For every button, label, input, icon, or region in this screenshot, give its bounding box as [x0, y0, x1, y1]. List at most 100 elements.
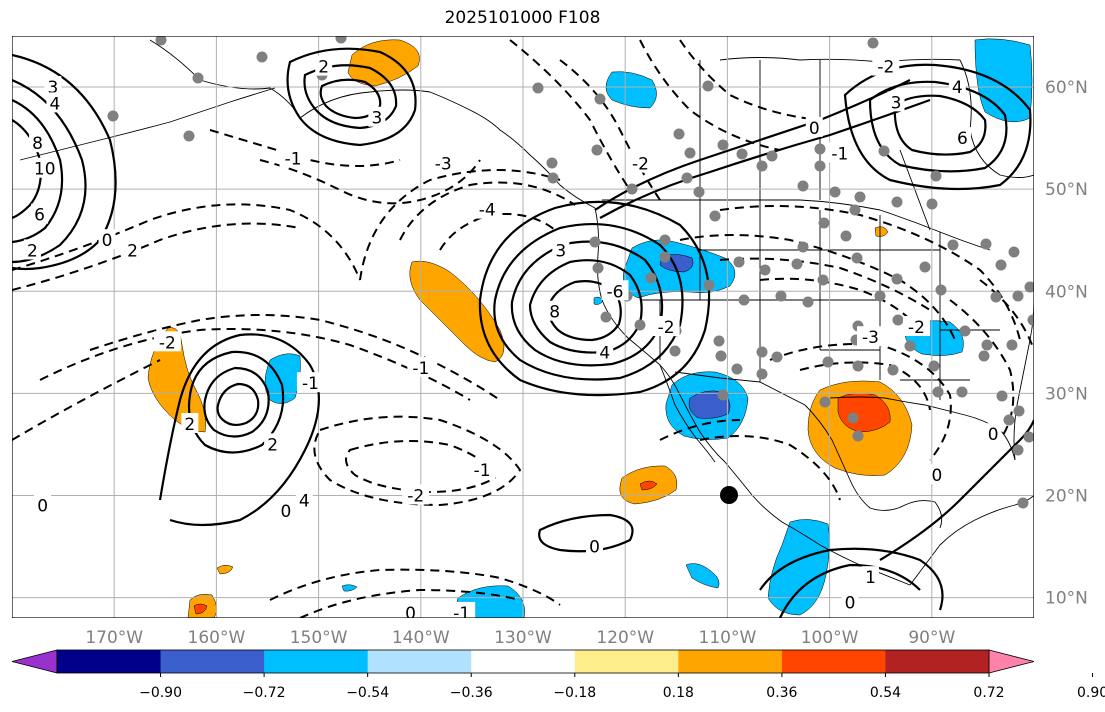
contour-label-bg: [279, 147, 307, 168]
contour-label-bg: [264, 433, 282, 454]
latitude-labels: 10°N 20°N 30°N 40°N 50°N 60°N: [1045, 78, 1088, 609]
contour-label: -1: [453, 604, 470, 624]
contour-label: -2: [159, 333, 176, 353]
contour-label-bg: [315, 55, 333, 76]
contour-label-bg: [46, 92, 64, 113]
contour-label-bg: [402, 601, 420, 618]
contour-label: 4: [599, 344, 610, 364]
station-dot: [532, 82, 544, 94]
fill-orange-small-hawaii: [216, 565, 234, 575]
lat-tick-label: 10°N: [1045, 589, 1088, 609]
contour-solid-east-canada-2: [868, 80, 1008, 173]
contour-label-bg: [29, 132, 47, 153]
contour-label: 4: [299, 492, 310, 512]
contour-dashed-subtropic-2: [345, 440, 497, 494]
lon-tick-label: 120°W: [596, 628, 654, 648]
station-dot: [990, 291, 1002, 303]
colorbar-segment: [264, 650, 369, 673]
contour-dashed-southern-plains-1: [769, 343, 952, 461]
contour-dashed-pacific-mid-3: [12, 359, 161, 441]
lat-tick-label: 50°N: [1045, 180, 1088, 200]
contour-label-bg: [34, 494, 52, 515]
contour-label: 10: [34, 160, 56, 180]
contour-label-bg: [902, 316, 930, 336]
contour-label-bg: [296, 372, 324, 393]
contour-label-bg: [295, 489, 313, 510]
shaded-fill-areas: [147, 38, 1033, 618]
station-dot: [1006, 339, 1018, 351]
contour-label-bg: [928, 464, 946, 485]
contour-label-bg: [887, 91, 905, 112]
contour-label-bg: [841, 591, 859, 612]
station-dot: [594, 93, 606, 105]
contour-label: 6: [957, 129, 968, 149]
contour-label-bg: [153, 331, 181, 352]
station-dot: [335, 36, 347, 44]
station-dot: [738, 294, 750, 306]
lon-tick-label: 140°W: [392, 628, 450, 648]
contour-label-bg: [124, 239, 142, 260]
gridlines: [12, 36, 1034, 618]
colorbar-tick-label: 0.18: [663, 685, 694, 701]
contour-label-bg: [861, 566, 879, 587]
station-dot: [814, 160, 826, 172]
contour-label: 0: [37, 497, 48, 517]
coastlines-and-borders: [19, 39, 1034, 586]
contour-label: 2: [267, 435, 278, 455]
contour-label: -3: [435, 155, 452, 175]
contour-label: 4: [952, 78, 963, 98]
lon-tick-label: 100°W: [801, 628, 859, 648]
contour-label: 2: [127, 241, 138, 261]
contour-solid-tropical-east: [759, 547, 944, 611]
station-dot: [1012, 444, 1024, 456]
station-dot: [591, 144, 603, 156]
station-dot: [775, 290, 787, 302]
station-dot: [892, 314, 904, 326]
contour-solid-west-low-outer: [478, 200, 711, 397]
station-dot: [849, 204, 861, 216]
contour-label: 4: [50, 94, 61, 114]
station-dot: [797, 241, 809, 253]
contour-label-bg: [953, 127, 971, 148]
station-dot: [1027, 314, 1034, 326]
coastline-aleutians: [19, 87, 276, 161]
contour-label: 8: [549, 303, 560, 323]
station-dot: [702, 80, 714, 92]
lon-tick-label: 110°W: [699, 628, 757, 648]
lon-tick-label: 150°W: [290, 628, 348, 648]
station-dot: [854, 191, 866, 203]
station-dot: [717, 389, 729, 401]
contour-dashed-central-us-1: [679, 234, 956, 341]
contour-label: -6: [607, 282, 624, 302]
contour-solid-central-pacific-1: [187, 350, 285, 454]
station-dot: [547, 172, 559, 184]
border-canada-provinces: [699, 60, 931, 231]
fill-orange-alaska-gulf: [347, 39, 420, 87]
station-dot: [693, 186, 705, 198]
contour-dashed-central-us-4: [719, 205, 1021, 341]
station-dot: [1013, 405, 1025, 417]
contour-label: -4: [479, 201, 496, 221]
station-dot: [891, 196, 903, 208]
contour-solid-east-pacific-0: [538, 513, 634, 553]
contour-label-bg: [277, 499, 295, 520]
station-dot: [759, 264, 771, 276]
station-dot: [192, 72, 204, 84]
station-dot: [626, 183, 638, 195]
contour-label: -1: [285, 150, 302, 170]
station-dot: [731, 363, 743, 375]
station-dot: [819, 396, 831, 408]
station-dot: [709, 210, 721, 222]
contour-label-bg: [31, 157, 59, 178]
contour-label: 8: [32, 134, 43, 154]
colorbar-tick-label: 0.90: [1077, 685, 1105, 701]
contour-label: 0: [280, 502, 291, 522]
station-dot: [852, 360, 864, 372]
fill-blue-small-pacific-b: [341, 584, 358, 592]
fill-blue-central-america: [767, 519, 830, 616]
station-dot: [713, 335, 725, 347]
station-dot: [840, 230, 852, 242]
coastline-canada-north: [719, 57, 961, 63]
